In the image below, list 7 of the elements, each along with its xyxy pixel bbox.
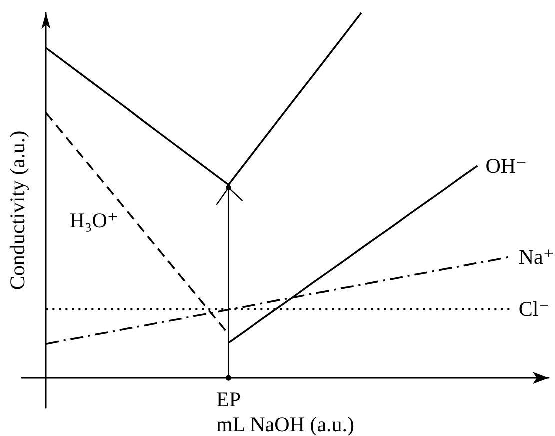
text: EP: [216, 388, 241, 412]
y-axis-title: Conductivity (a.u.): [6, 130, 30, 290]
x-axis-title: mL NaOH (a.u.): [216, 412, 355, 436]
series-label: OH⁻: [486, 154, 528, 178]
series-label: Cl⁻: [518, 297, 550, 322]
series-label: Na⁺: [518, 244, 554, 269]
series-label: H₃O⁺: [70, 208, 118, 233]
